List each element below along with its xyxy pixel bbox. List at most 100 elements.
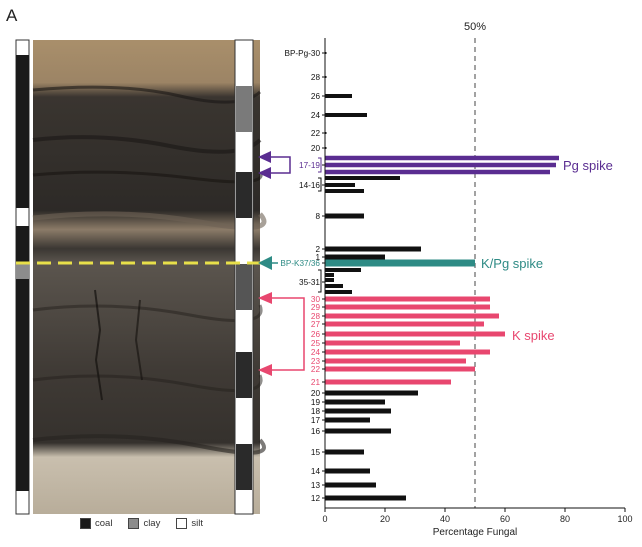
x-tick-label-60: 60: [500, 514, 510, 524]
bar-pg-18: [325, 162, 556, 168]
bar-black-28: [325, 76, 327, 78]
legend-item-clay: clay: [128, 518, 160, 529]
sample-label-28: 15: [311, 448, 321, 457]
bar-black-13: [325, 482, 376, 488]
sample-label-3: 24: [311, 111, 321, 120]
bar-black-12: [325, 495, 406, 501]
bar-k-26: [325, 331, 505, 337]
bar-black-34: [325, 273, 334, 277]
k-spike-arrows: [258, 292, 305, 376]
sample-label-5: 20: [311, 144, 321, 153]
bar-k-27: [325, 321, 484, 327]
annotation-k: K spike: [512, 328, 555, 343]
bar-black-8: [325, 213, 364, 219]
sample-label-0: BP-Pg-30: [285, 49, 321, 58]
bar-k-24: [325, 349, 490, 355]
sample-label-25: 18: [311, 407, 321, 416]
bar-black-18: [325, 408, 391, 414]
annotation-pg: Pg spike: [563, 158, 613, 173]
legend-swatch-coal: [80, 518, 91, 529]
sample-label-7: 14-16: [299, 181, 320, 190]
bar-black-14: [325, 189, 364, 193]
outcrop-photo: [32, 40, 267, 514]
annotation-kpg: K/Pg spike: [481, 256, 543, 271]
bar-black-31: [325, 290, 352, 294]
lithology-column-left: [15, 39, 30, 515]
bar-k-21: [325, 379, 451, 385]
x-tick-label-100: 100: [617, 514, 632, 524]
sample-label-18: 25: [311, 339, 321, 348]
sample-label-2: 26: [311, 92, 321, 101]
bar-k-29: [325, 304, 490, 310]
reference-line-50: 50%: [464, 21, 486, 508]
bar-black-24: [325, 113, 367, 117]
sample-label-9: 2: [315, 245, 320, 254]
panel-label: A: [6, 6, 18, 25]
x-axis: 0 20 40 60 80 100 Percentage Fungal: [322, 38, 633, 538]
bar-black-33: [325, 278, 334, 282]
sample-label-19: 24: [311, 348, 321, 357]
bar-black-20: [325, 390, 418, 396]
sample-label-10: 1: [315, 253, 320, 262]
sample-label-6: 17-19: [299, 161, 320, 170]
legend-label-coal: coal: [95, 518, 113, 529]
bar-black-16: [325, 428, 391, 434]
x-axis-title: Percentage Fungal: [433, 527, 518, 538]
bar-black-17: [325, 417, 370, 423]
sample-label-15: 28: [311, 312, 321, 321]
bar-k-30: [325, 296, 490, 302]
bar-black-15: [325, 449, 364, 455]
bar-black-19: [325, 399, 385, 405]
x-tick-label-80: 80: [560, 514, 570, 524]
bar-black-22: [325, 132, 327, 134]
sample-label-26: 17: [311, 416, 321, 425]
bar-black-35: [325, 268, 361, 272]
sample-label-12: 35-31: [299, 278, 320, 287]
x-tick-label-0: 0: [322, 514, 327, 524]
bar-black-15: [325, 183, 355, 187]
sample-label-31: 12: [311, 494, 321, 503]
bar-black-2: [325, 246, 421, 252]
sample-label-23: 20: [311, 389, 321, 398]
sample-label-29: 14: [311, 467, 321, 476]
bar-black-14: [325, 468, 370, 474]
bars-group: [325, 52, 559, 501]
sample-label-11: BP-K37/36: [280, 259, 320, 268]
sample-labels-group: BP-Pg-30282624222017-1914-16821BP-K37/36…: [280, 49, 325, 503]
bar-black-20: [325, 147, 327, 149]
lithology-legend: coal clay silt: [80, 518, 203, 529]
legend-label-clay: clay: [143, 518, 161, 529]
bracket-14-16: [318, 177, 322, 192]
sample-label-22: 21: [311, 378, 321, 387]
bar-k-25: [325, 340, 460, 346]
x-tick-label-40: 40: [440, 514, 450, 524]
sample-label-4: 22: [311, 129, 321, 138]
sample-label-13: 30: [311, 295, 321, 304]
sample-label-8: 8: [315, 212, 320, 221]
bar-black-32: [325, 284, 343, 288]
legend-swatch-clay: [128, 518, 140, 529]
sample-label-16: 27: [311, 320, 321, 329]
sample-label-27: 16: [311, 427, 321, 436]
sample-label-24: 19: [311, 398, 321, 407]
bar-kpg-bp-k37-36: [325, 259, 475, 267]
pg-spike-arrows: [258, 151, 291, 179]
sample-label-20: 23: [311, 357, 321, 366]
bar-k-23: [325, 358, 466, 364]
bar-black-1: [325, 254, 385, 260]
bar-pg-19: [325, 155, 559, 161]
bracket-35-31: [318, 269, 322, 293]
kpg-spike-arrow: [258, 256, 278, 270]
spike-annotations: Pg spike K/Pg spike K spike: [481, 158, 613, 343]
bar-k-22: [325, 366, 475, 372]
x-tick-label-20: 20: [380, 514, 390, 524]
sample-label-1: 28: [311, 73, 321, 82]
bar-k-28: [325, 313, 499, 319]
legend-item-coal: coal: [80, 518, 112, 529]
sample-label-14: 29: [311, 303, 321, 312]
bar-black-bp-pg-30: [325, 52, 327, 54]
bar-black-16: [325, 176, 400, 180]
bar-black-26: [325, 94, 352, 98]
sample-label-21: 22: [311, 365, 321, 374]
